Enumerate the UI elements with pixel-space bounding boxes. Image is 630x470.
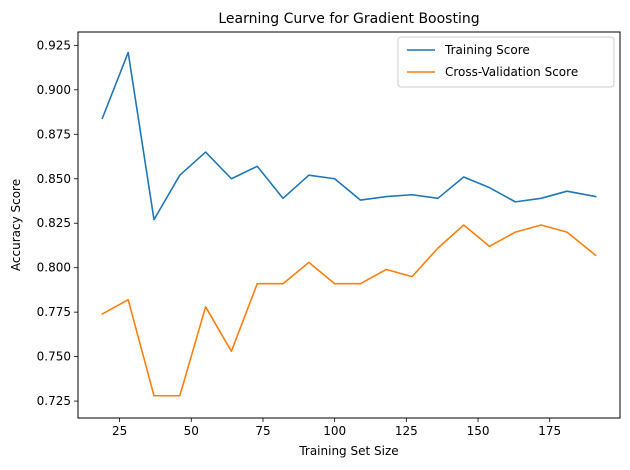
x-axis: 25 50 75 100 125 150 175 <box>112 418 561 438</box>
chart-title: Learning Curve for Gradient Boosting <box>218 11 479 27</box>
series-layer <box>101 51 597 397</box>
y-axis: 0.725 0.750 0.775 0.800 0.825 0.850 0.875 0.900… <box>37 38 78 408</box>
x-tick-label: 100 <box>323 424 346 438</box>
y-tick-label: 0.825 <box>37 216 71 230</box>
y-tick-label: 0.925 <box>37 38 71 52</box>
y-axis-title: Accuracy Score <box>9 179 23 271</box>
legend-label: Training Score <box>444 43 530 57</box>
x-tick-label: 175 <box>538 424 561 438</box>
series-line-cross-validation-score <box>101 224 597 397</box>
plot-area-frame <box>77 31 621 419</box>
y-tick-label: 0.850 <box>37 172 71 186</box>
series-line-training-score <box>101 51 597 221</box>
x-axis-title: Training Set Size <box>298 444 398 458</box>
y-tick-label: 0.875 <box>37 127 71 141</box>
y-tick-label: 0.775 <box>37 305 71 319</box>
legend-label: Cross-Validation Score <box>445 65 578 79</box>
x-tick-label: 25 <box>112 424 127 438</box>
y-tick-label: 0.800 <box>37 261 71 275</box>
legend-box <box>397 36 615 88</box>
x-tick-label: 125 <box>395 424 418 438</box>
y-tick-label: 0.725 <box>37 394 71 408</box>
x-tick-label: 150 <box>467 424 490 438</box>
y-tick-label: 0.750 <box>37 350 71 364</box>
y-tick-label: 0.900 <box>37 83 71 97</box>
x-tick-label: 75 <box>255 424 270 438</box>
x-tick-label: 50 <box>184 424 199 438</box>
legend: Training Score Cross-Validation Score <box>397 36 615 88</box>
